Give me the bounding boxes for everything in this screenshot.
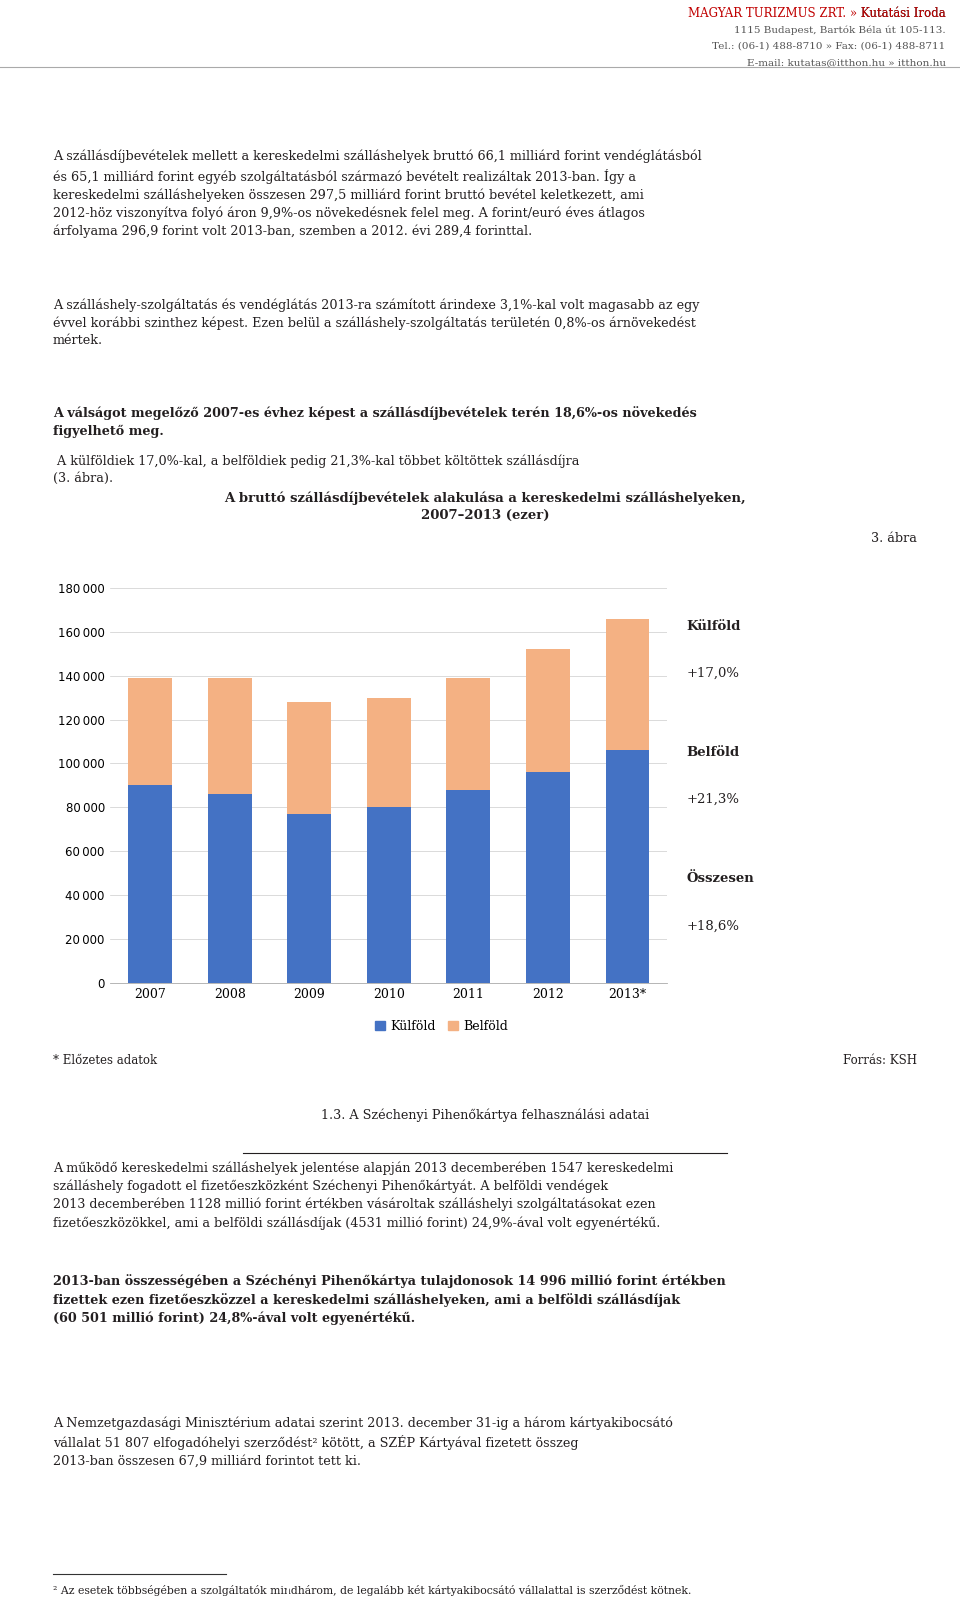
- Bar: [207, 794, 252, 983]
- Text: A működő kereskedelmi szálláshelyek jelentése alapján 2013 decemberében 1547 ker: A működő kereskedelmi szálláshelyek jele…: [53, 1162, 673, 1229]
- Bar: [287, 814, 331, 983]
- Text: MAGYARORSZÁG: MAGYARORSZÁG: [29, 1572, 159, 1585]
- Text: MAGYAR TURIZMUS ZRT. » Kutatási Iroda: MAGYAR TURIZMUS ZRT. » Kutatási Iroda: [688, 6, 946, 19]
- Bar: [367, 698, 411, 807]
- Text: A szállásdíjbevételek mellett a kereskedelmi szálláshelyek bruttó 66,1 milliárd : A szállásdíjbevételek mellett a keresked…: [53, 150, 702, 238]
- Text: +21,3%: +21,3%: [686, 793, 739, 806]
- Text: A szálláshely-szolgáltatás és vendéglátás 2013-ra számított árindexe 3,1%-kal vo: A szálláshely-szolgáltatás és vendéglátá…: [53, 298, 699, 348]
- Text: 2013-ban összességében a Széchényi Pihenőkártya tulajdonosok 14 996 millió forin: 2013-ban összességében a Széchényi Pihen…: [53, 1274, 726, 1326]
- Text: MINDEN ÉLMÉNNYEL ⁠TÖBB LESZEL: MINDEN ÉLMÉNNYEL ⁠TÖBB LESZEL: [307, 1572, 549, 1585]
- Text: * Előzetes adatok: * Előzetes adatok: [53, 1054, 156, 1066]
- Bar: [207, 678, 252, 794]
- Text: Külföld: Külföld: [686, 620, 741, 633]
- Text: +18,6%: +18,6%: [686, 920, 739, 933]
- Bar: [526, 649, 569, 772]
- Bar: [526, 772, 569, 983]
- Text: Tel.: (06-1) 488-8710 » Fax: (06-1) 488-8711: Tel.: (06-1) 488-8710 » Fax: (06-1) 488-…: [712, 42, 946, 52]
- Text: Belföld: Belföld: [686, 746, 739, 759]
- Text: A bruttó szállásdíjbevételek alakulása a kereskedelmi szálláshelyeken,
2007–2013: A bruttó szállásdíjbevételek alakulása a…: [224, 491, 746, 522]
- Text: A válságot megelőző 2007-es évhez képest a szállásdíjbevételek terén 18,6%-os nö: A válságot megelőző 2007-es évhez képest…: [53, 406, 697, 438]
- Bar: [606, 751, 649, 983]
- Text: Forrás: KSH: Forrás: KSH: [843, 1054, 917, 1066]
- Bar: [446, 678, 491, 789]
- Bar: [367, 807, 411, 983]
- Text: 1.3. A Széchenyi Pihenőkártya felhasználási adatai: 1.3. A Széchenyi Pihenőkártya felhasznál…: [321, 1108, 649, 1121]
- Bar: [129, 678, 172, 785]
- Text: E-mail: kutatas@itthon.hu » itthon.hu: E-mail: kutatas@itthon.hu » itthon.hu: [747, 58, 946, 68]
- Bar: [287, 702, 331, 814]
- Text: A Nemzetgazdasági Minisztérium adatai szerint 2013. december 31-ig a három kárty: A Nemzetgazdasági Minisztérium adatai sz…: [53, 1416, 673, 1468]
- Text: +17,0%: +17,0%: [686, 667, 739, 680]
- Text: A külföldiek 17,0%-kal, a belföldiek pedig 21,3%-kal többet költöttek szállásdíj: A külföldiek 17,0%-kal, a belföldiek ped…: [53, 454, 579, 485]
- Text: 3. ábra: 3. ábra: [871, 532, 917, 545]
- Text: 1115 Budapest, Bartók Béla út 105-113.: 1115 Budapest, Bartók Béla út 105-113.: [734, 26, 946, 35]
- Text: ² Az esetek többségében a szolgáltatók mindhárom, de legalább két kártyakibocsát: ² Az esetek többségében a szolgáltatók m…: [53, 1585, 691, 1597]
- Text: Összesen: Összesen: [686, 872, 755, 884]
- Bar: [446, 789, 491, 983]
- Text: MINDEN ÉLMÉNNYEL: MINDEN ÉLMÉNNYEL: [307, 1572, 455, 1585]
- Text: Kutatási Iroda: Kutatási Iroda: [857, 6, 946, 19]
- Text: TÖBB LESZEL: TÖBB LESZEL: [581, 1572, 685, 1585]
- Bar: [129, 785, 172, 983]
- Legend: Külföld, Belföld: Külföld, Belföld: [371, 1015, 513, 1037]
- Bar: [606, 619, 649, 751]
